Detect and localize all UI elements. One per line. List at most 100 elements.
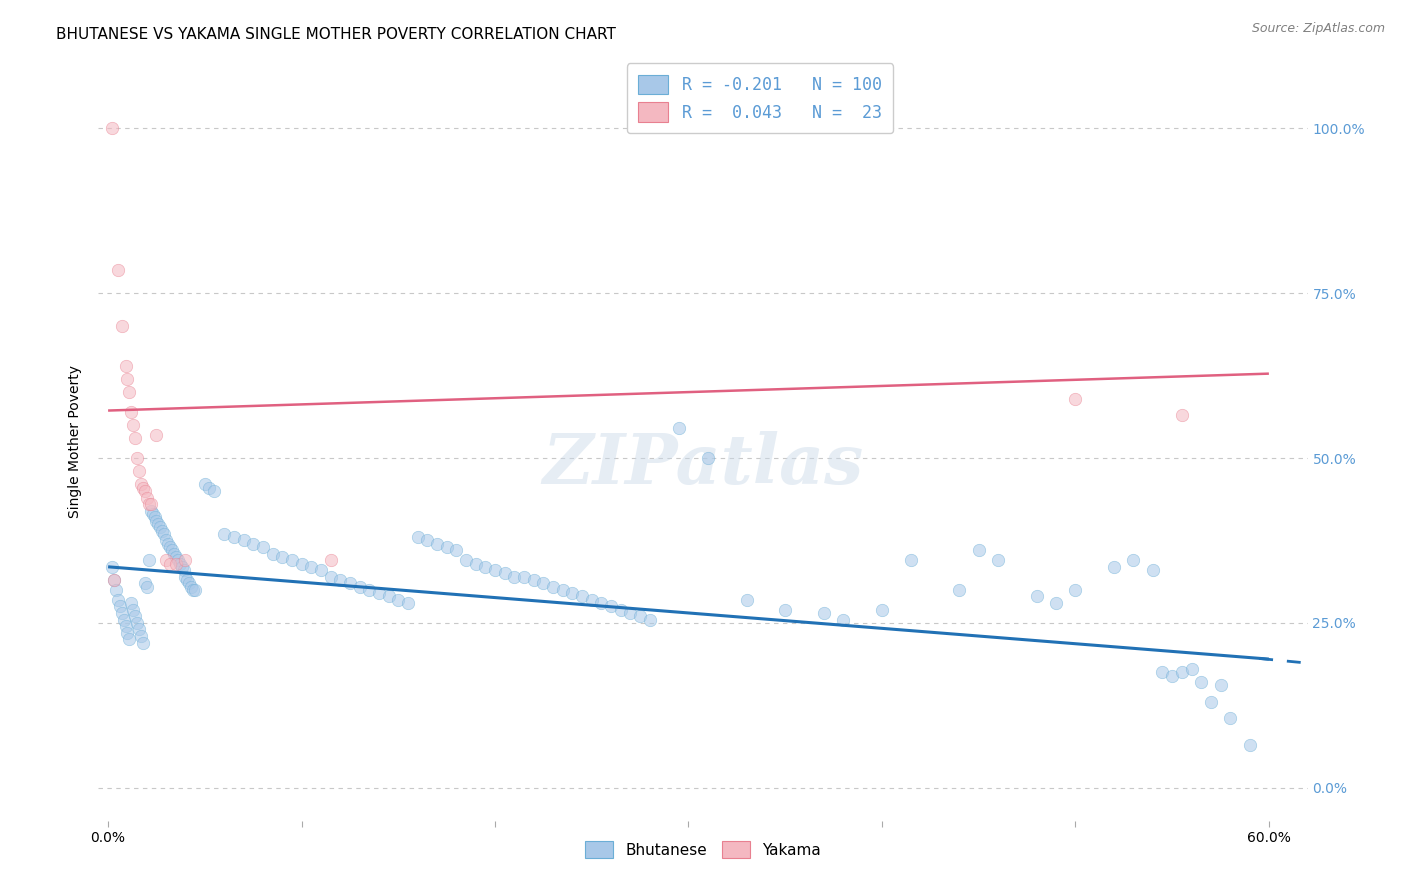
Point	[551, 582, 574, 597]
Point	[222, 530, 245, 544]
Point	[104, 582, 127, 597]
Point	[773, 602, 796, 616]
Point	[1171, 665, 1194, 680]
Point	[446, 543, 468, 558]
Point	[112, 613, 135, 627]
Point	[523, 573, 546, 587]
Point	[668, 421, 690, 435]
Point	[179, 576, 201, 591]
Point	[436, 540, 458, 554]
Point	[150, 524, 173, 538]
Point	[155, 533, 177, 548]
Point	[696, 450, 718, 465]
Point	[271, 549, 294, 564]
Point	[163, 547, 186, 561]
Point	[160, 543, 183, 558]
Point	[101, 559, 124, 574]
Y-axis label: Single Mother Poverty: Single Mother Poverty	[69, 365, 83, 518]
Point	[165, 557, 187, 571]
Point	[145, 514, 167, 528]
Point	[143, 510, 166, 524]
Point	[484, 563, 506, 577]
Point	[531, 576, 554, 591]
Point	[128, 464, 150, 478]
Point	[900, 553, 922, 567]
Point	[122, 602, 145, 616]
Point	[309, 563, 332, 577]
Point	[319, 570, 342, 584]
Point	[1161, 668, 1184, 682]
Point	[454, 553, 477, 567]
Point	[101, 121, 124, 136]
Point	[319, 553, 342, 567]
Point	[124, 431, 146, 445]
Point	[159, 540, 181, 554]
Point	[638, 613, 661, 627]
Point	[571, 590, 593, 604]
Point	[1171, 408, 1194, 422]
Point	[349, 580, 371, 594]
Point	[117, 372, 139, 386]
Point	[610, 602, 633, 616]
Point	[135, 491, 157, 505]
Point	[120, 405, 142, 419]
Text: Source: ZipAtlas.com: Source: ZipAtlas.com	[1251, 22, 1385, 36]
Point	[1152, 665, 1174, 680]
Point	[132, 635, 155, 649]
Point	[628, 609, 651, 624]
Point	[1122, 553, 1144, 567]
Point	[832, 613, 855, 627]
Point	[1199, 695, 1222, 709]
Point	[377, 590, 399, 604]
Text: BHUTANESE VS YAKAMA SINGLE MOTHER POVERTY CORRELATION CHART: BHUTANESE VS YAKAMA SINGLE MOTHER POVERT…	[56, 27, 616, 42]
Point	[242, 537, 264, 551]
Point	[600, 599, 623, 614]
Point	[561, 586, 583, 600]
Point	[149, 520, 172, 534]
Point	[194, 477, 217, 491]
Point	[117, 625, 139, 640]
Point	[165, 549, 187, 564]
Point	[735, 592, 758, 607]
Point	[129, 629, 152, 643]
Point	[870, 602, 893, 616]
Point	[139, 497, 162, 511]
Point	[103, 573, 125, 587]
Point	[359, 582, 381, 597]
Point	[107, 592, 129, 607]
Point	[1045, 596, 1067, 610]
Point	[967, 543, 990, 558]
Point	[181, 582, 204, 597]
Point	[329, 573, 352, 587]
Point	[813, 606, 835, 620]
Point	[494, 566, 516, 581]
Point	[134, 576, 156, 591]
Point	[406, 530, 429, 544]
Point	[108, 599, 131, 614]
Text: ZIPatlas: ZIPatlas	[543, 431, 863, 498]
Point	[118, 385, 141, 400]
Point	[474, 559, 496, 574]
Point	[139, 504, 162, 518]
Point	[1064, 392, 1087, 406]
Point	[180, 580, 202, 594]
Point	[396, 596, 419, 610]
Point	[299, 559, 322, 574]
Point	[134, 483, 156, 498]
Point	[1025, 590, 1047, 604]
Point	[262, 547, 284, 561]
Point	[948, 582, 970, 597]
Point	[103, 573, 125, 587]
Point	[129, 477, 152, 491]
Point	[174, 570, 197, 584]
Point	[114, 619, 136, 633]
Point	[122, 418, 145, 433]
Point	[159, 557, 181, 571]
Point	[153, 526, 176, 541]
Point	[174, 553, 197, 567]
Point	[157, 537, 180, 551]
Point	[148, 516, 170, 531]
Point	[128, 623, 150, 637]
Point	[127, 615, 149, 630]
Point	[155, 553, 177, 567]
